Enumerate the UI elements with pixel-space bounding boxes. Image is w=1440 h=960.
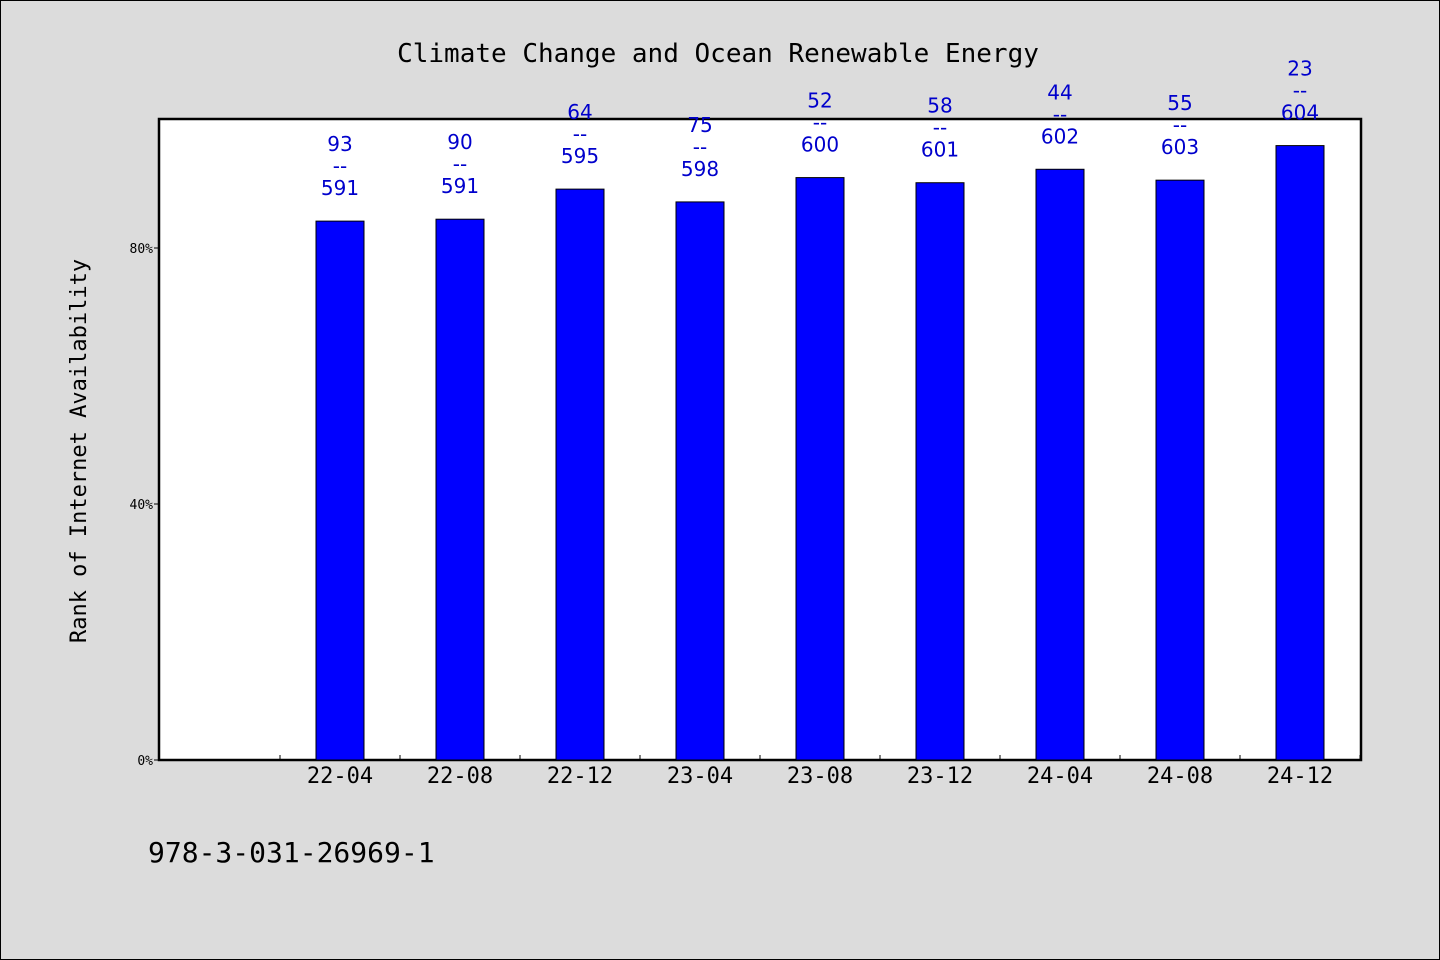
bar-data-label: -- xyxy=(1293,79,1307,103)
x-tick-label: 24-08 xyxy=(1147,764,1213,789)
bar-data-label: 601 xyxy=(921,138,959,162)
x-tick-label: 22-12 xyxy=(547,764,613,789)
y-tick-label: 80% xyxy=(130,242,154,257)
x-tick-label: 24-12 xyxy=(1267,764,1333,789)
bar-data-label: 595 xyxy=(561,144,599,168)
data-labels-group: 93--59190--59164--59575--59852--60058--6… xyxy=(321,57,1319,201)
isbn-text: 978-3-031-26969-1 xyxy=(148,836,435,869)
bar-data-label: -- xyxy=(693,135,707,159)
bar-data-label: 44 xyxy=(1047,80,1072,104)
bar xyxy=(1275,145,1325,761)
bar-data-label: -- xyxy=(933,116,947,140)
bar-data-label: 75 xyxy=(687,113,712,137)
bar-data-label: -- xyxy=(813,111,827,135)
bar-data-label: 604 xyxy=(1281,101,1319,125)
bar xyxy=(315,220,365,761)
bar xyxy=(1035,168,1085,761)
bars-group xyxy=(315,145,1325,761)
bar-data-label: 591 xyxy=(441,174,479,198)
y-tick-label: 0% xyxy=(137,754,153,769)
bar xyxy=(795,177,845,761)
bar xyxy=(675,201,725,761)
x-tick-label: 24-04 xyxy=(1027,764,1093,789)
bar-data-label: 600 xyxy=(801,133,839,157)
bar-data-label: 64 xyxy=(567,100,592,124)
y-axis-ticks: 0% 40% 80% xyxy=(130,242,160,769)
bar-data-label: 23 xyxy=(1287,57,1312,81)
bar xyxy=(555,188,605,761)
bar-data-label: -- xyxy=(573,122,587,146)
x-tick-label: 23-12 xyxy=(907,764,973,789)
bar-data-label: 598 xyxy=(681,157,719,181)
x-tick-label: 23-08 xyxy=(787,764,853,789)
chart-title: Climate Change and Ocean Renewable Energ… xyxy=(397,39,1039,69)
x-tick-label: 22-08 xyxy=(427,764,493,789)
bar-data-label: 602 xyxy=(1041,124,1079,148)
x-tick-label: 23-04 xyxy=(667,764,733,789)
bar xyxy=(1155,179,1205,761)
bar xyxy=(435,218,485,761)
bar-data-label: -- xyxy=(453,152,467,176)
bar-data-label: 90 xyxy=(447,130,472,154)
y-axis-label: Rank of Internet Availability xyxy=(67,259,92,643)
y-tick-label: 40% xyxy=(130,498,154,513)
bar-data-label: 93 xyxy=(327,132,352,156)
bar-data-label: 591 xyxy=(321,176,359,200)
bar-data-label: -- xyxy=(1053,102,1067,126)
bar-data-label: 52 xyxy=(807,89,832,113)
bar-data-label: 55 xyxy=(1167,91,1192,115)
x-tick-label: 22-04 xyxy=(307,764,373,789)
x-axis-ticks: 22-04 22-08 22-12 23-04 23-08 23-12 24-04 24-08… xyxy=(279,755,1361,789)
bar-data-label: -- xyxy=(333,154,347,178)
bar-data-label: 58 xyxy=(927,94,952,118)
bar-data-label: -- xyxy=(1173,113,1187,137)
bar xyxy=(915,182,965,761)
bar-data-label: 603 xyxy=(1161,135,1199,159)
